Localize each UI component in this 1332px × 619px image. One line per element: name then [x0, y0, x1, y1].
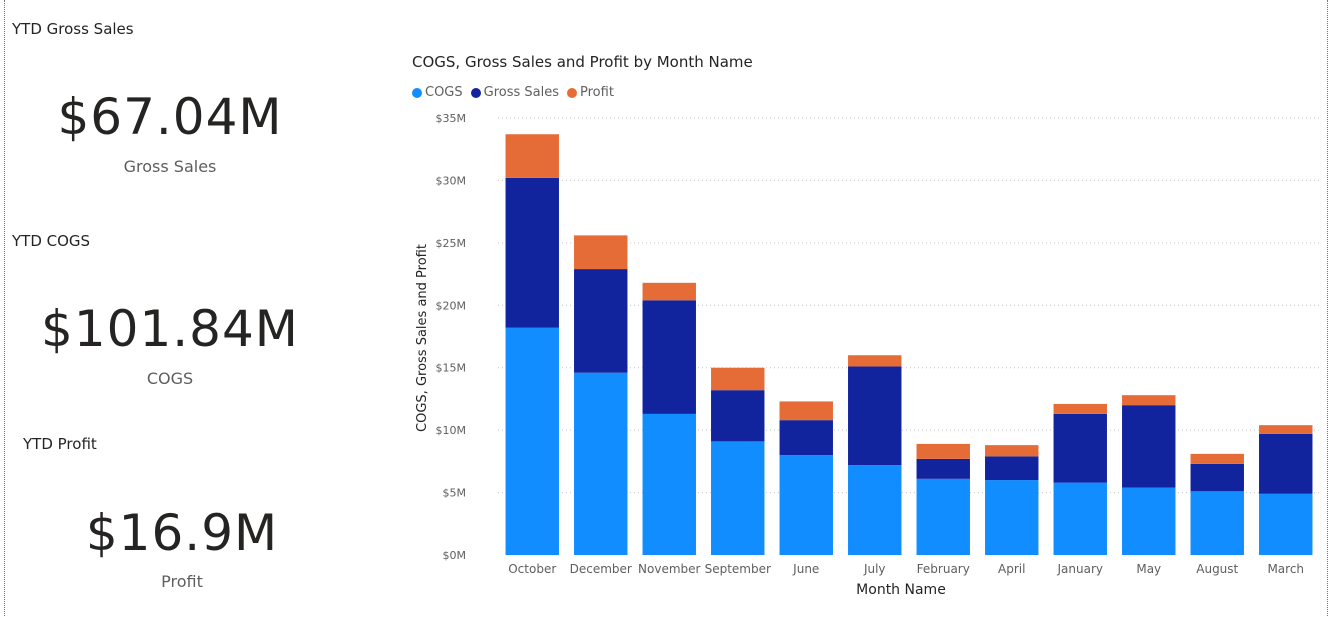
bars [505, 134, 1313, 555]
bar-cogs-september[interactable] [711, 441, 765, 555]
legend-dot-cogs [412, 87, 422, 98]
bar-profit-september[interactable] [711, 367, 765, 391]
card-title-cogs: YTD COGS [12, 232, 91, 250]
bar-profit-november[interactable] [642, 282, 696, 301]
bar-profit-may[interactable] [1122, 395, 1176, 406]
legend-item-gross-sales[interactable]: Gross Sales [470, 85, 560, 100]
gridlines [498, 117, 1320, 494]
bar-profit-july[interactable] [848, 355, 902, 367]
bar-cogs-april[interactable] [985, 480, 1039, 555]
x-tick-label: January [1057, 562, 1104, 576]
x-tick-label: March [1267, 562, 1304, 576]
bar-gross-sales-august[interactable] [1190, 463, 1244, 492]
bar-profit-june[interactable] [779, 401, 833, 421]
bar-profit-october[interactable] [505, 134, 559, 178]
x-tick-label: October [508, 562, 556, 576]
legend-dot-gross-sales [470, 87, 481, 98]
y-tick-label: $25M [436, 237, 467, 250]
card-label-cogs: COGS [146, 369, 194, 388]
x-tick-label: November [638, 562, 700, 576]
card-title-gross-sales: YTD Gross Sales [12, 20, 134, 38]
y-tick-label: $30M [436, 174, 467, 187]
bar-profit-january[interactable] [1053, 403, 1107, 414]
bar-cogs-june[interactable] [779, 455, 833, 555]
bar-gross-sales-june[interactable] [779, 420, 833, 456]
chart-legend: COGS Gross Sales Profit [412, 85, 614, 100]
x-tick-label: August [1196, 562, 1238, 576]
bar-cogs-december[interactable] [574, 372, 628, 555]
y-tick-label: $35M [436, 112, 467, 125]
bar-profit-february[interactable] [916, 443, 970, 459]
x-tick-label: February [917, 562, 970, 576]
bar-cogs-july[interactable] [848, 465, 902, 555]
x-tick-label: June [792, 562, 819, 576]
y-tick-label: $5M [443, 487, 467, 500]
bar-profit-march[interactable] [1259, 425, 1313, 434]
report-canvas [4, 0, 1328, 616]
x-axis-title: Month Name [856, 582, 946, 598]
bar-cogs-february[interactable] [916, 478, 970, 555]
bar-profit-august[interactable] [1190, 453, 1244, 464]
bar-cogs-may[interactable] [1122, 487, 1176, 555]
card-value-profit: $16.9M [85, 504, 279, 562]
card-value-cogs: $101.84M [41, 300, 299, 358]
card-title-profit: YTD Profit [23, 435, 97, 453]
bar-cogs-october[interactable] [505, 327, 559, 555]
bar-cogs-january[interactable] [1053, 482, 1107, 555]
x-tick-label: December [570, 562, 632, 576]
bar-gross-sales-july[interactable] [848, 366, 902, 466]
bar-cogs-november[interactable] [642, 413, 696, 555]
chart-title: COGS, Gross Sales and Profit by Month Na… [412, 53, 753, 71]
legend-label-profit: Profit [580, 85, 614, 100]
legend-label-cogs: COGS [425, 85, 463, 100]
legend-label-gross-sales: Gross Sales [483, 85, 560, 100]
bar-profit-april[interactable] [985, 445, 1039, 457]
y-tick-label: $15M [436, 362, 467, 375]
legend-item-profit[interactable]: Profit [567, 85, 614, 100]
y-axis-title: COGS, Gross Sales and Profit [415, 244, 430, 432]
y-tick-label: $0M [443, 549, 467, 562]
x-tick-label: May [1136, 562, 1161, 576]
bar-gross-sales-december[interactable] [574, 269, 628, 373]
x-tick-label: July [863, 562, 886, 576]
bar-gross-sales-april[interactable] [985, 456, 1039, 481]
y-tick-label: $10M [436, 424, 467, 437]
x-tick-label: April [998, 562, 1025, 576]
bar-gross-sales-february[interactable] [916, 458, 970, 479]
bar-gross-sales-may[interactable] [1122, 405, 1176, 488]
card-label-profit: Profit [161, 572, 203, 591]
bar-gross-sales-november[interactable] [642, 300, 696, 414]
x-axis-ticks: October December November September June July… [508, 562, 1304, 576]
bar-gross-sales-october[interactable] [505, 177, 559, 328]
bar-gross-sales-january[interactable] [1053, 413, 1107, 483]
legend-dot-profit [567, 87, 578, 98]
card-label-gross-sales: Gross Sales [123, 157, 217, 176]
x-tick-label: September [705, 562, 771, 576]
y-tick-label: $20M [436, 299, 467, 312]
bar-cogs-august[interactable] [1190, 491, 1244, 555]
card-value-gross-sales: $67.04M [57, 88, 283, 146]
bar-profit-december[interactable] [574, 235, 628, 270]
y-axis-ticks: $0M $5M $10M $15M $20M $25M $30M $35M [436, 112, 467, 562]
legend-item-cogs[interactable]: COGS [412, 85, 463, 100]
bar-gross-sales-march[interactable] [1259, 433, 1313, 494]
bar-gross-sales-september[interactable] [711, 390, 765, 442]
bar-cogs-march[interactable] [1259, 493, 1313, 555]
